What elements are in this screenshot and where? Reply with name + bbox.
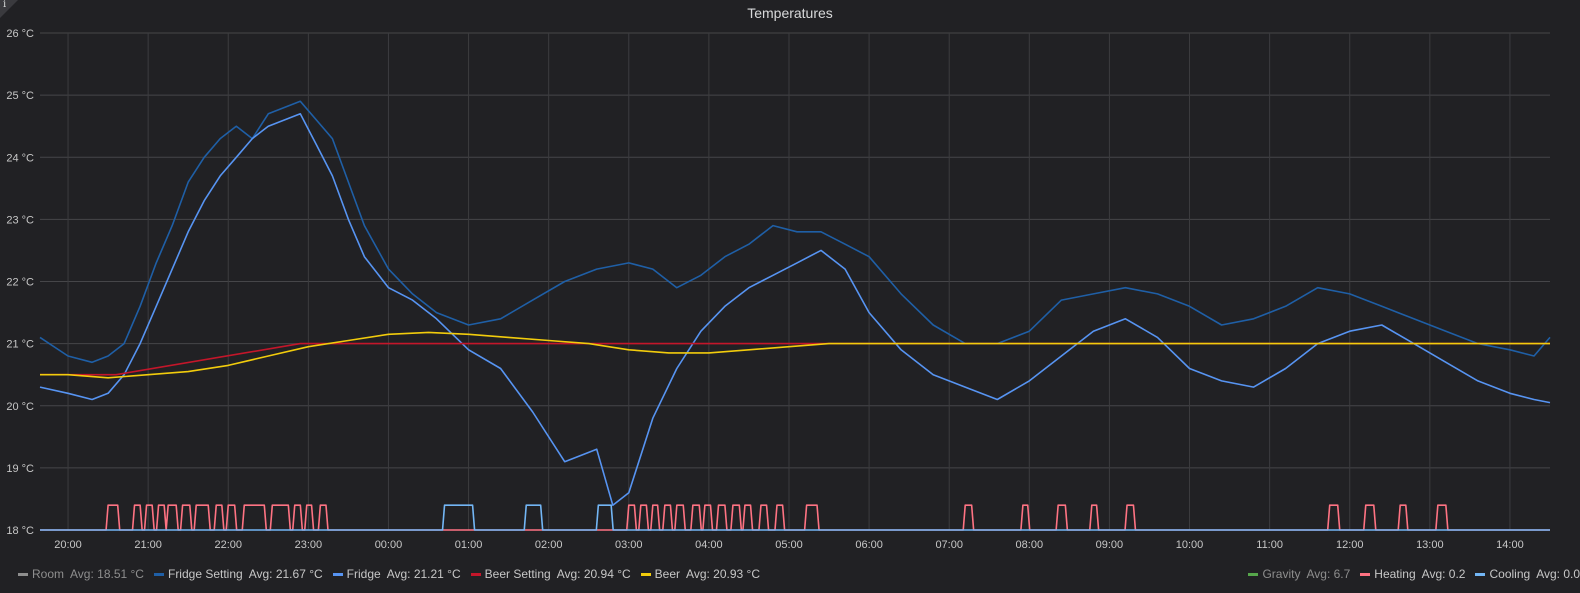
y-tick-label: 26 °C: [6, 28, 34, 40]
legend-item-beer[interactable]: Beer Avg: 20.93 °C: [640, 567, 760, 581]
legend-avg: Avg: 18.51 °C: [70, 567, 144, 581]
y-tick-label: 22 °C: [6, 277, 34, 289]
y-tick-label: 19 °C: [6, 463, 34, 475]
y-tick-label: 23 °C: [6, 214, 34, 226]
x-tick-label: 11:00: [1256, 539, 1283, 551]
legend-avg: Avg: 21.21 °C: [386, 567, 461, 581]
grid: [40, 32, 1550, 531]
legend-item-heating[interactable]: Heating Avg: 0.2: [1360, 567, 1465, 581]
x-tick-label: 07:00: [935, 539, 963, 551]
plot-area: 18 °C 19 °C 20 °C 21 °C 22 °C 23 °C 24 °C 25 °C…: [6, 28, 1551, 551]
legend-label[interactable]: Heating: [1374, 567, 1416, 581]
legend-swatch[interactable]: [640, 572, 651, 576]
legend-label[interactable]: Beer: [654, 567, 681, 581]
legend-avg: Avg: 6.7: [1306, 567, 1351, 581]
info-icon[interactable]: i: [3, 0, 7, 10]
x-tick-label: 10:00: [1176, 539, 1204, 551]
legend-item-fridge-setting[interactable]: Fridge Setting Avg: 21.67 °C: [153, 567, 323, 581]
y-tick-label: 18 °C: [6, 525, 34, 537]
x-tick-label: 04:00: [695, 539, 723, 551]
series-layer: [39, 100, 1551, 531]
series-line-beer: [40, 331, 1550, 379]
x-tick-label: 13:00: [1416, 539, 1444, 551]
legend-item-room[interactable]: Room Avg: 18.51 °C: [18, 567, 144, 581]
legend-avg: Avg: 20.94 °C: [556, 567, 631, 581]
x-tick-label: 09:00: [1096, 539, 1124, 551]
info-corner[interactable]: [0, 0, 18, 18]
legend-swatch[interactable]: [1248, 572, 1259, 576]
legend-label[interactable]: Beer Setting: [484, 567, 551, 581]
legend-swatch[interactable]: [153, 572, 164, 576]
x-tick-label: 05:00: [775, 539, 803, 551]
series-line-fridge: [39, 113, 1551, 506]
x-tick-label: 23:00: [295, 539, 323, 551]
legend-item-beer-setting[interactable]: Beer Setting Avg: 20.94 °C: [470, 567, 631, 581]
legend-avg: Avg: 0.2: [1421, 567, 1466, 581]
x-tick-label: 21:00: [134, 539, 162, 551]
legend-item-cooling[interactable]: Cooling Avg: 0.0: [1475, 567, 1580, 581]
legend-avg: Avg: 20.93 °C: [686, 567, 760, 581]
x-tick-label: 20:00: [54, 539, 82, 551]
x-tick-label: 03:00: [615, 539, 643, 551]
x-tick-label: 12:00: [1336, 539, 1364, 551]
legend-left: Room Avg: 18.51 °C Fridge Setting Avg: 21.6…: [18, 566, 770, 582]
y-tick-label: 20 °C: [6, 401, 34, 413]
x-axis: 20:00 21:00 22:00 23:00 00:00 01:00 02:00 03:00…: [54, 539, 1523, 551]
x-tick-label: 02:00: [535, 539, 563, 551]
legend-label[interactable]: Gravity: [1262, 567, 1301, 581]
series-line-beer-setting: [40, 342, 1550, 376]
legend-avg: Avg: 21.67 °C: [248, 567, 323, 581]
chart-title: Temperatures: [747, 5, 833, 21]
legend-item-gravity[interactable]: Gravity Avg: 6.7: [1248, 567, 1350, 581]
x-tick-label: 01:00: [455, 539, 483, 551]
y-tick-label: 21 °C: [6, 339, 34, 351]
legend-label[interactable]: Fridge Setting: [167, 567, 243, 581]
y-tick-label: 25 °C: [6, 90, 34, 102]
legend-label[interactable]: Room: [32, 567, 65, 581]
x-tick-label: 08:00: [1016, 539, 1044, 551]
x-tick-label: 06:00: [855, 539, 883, 551]
legend-swatch[interactable]: [332, 572, 343, 576]
y-axis: 18 °C 19 °C 20 °C 21 °C 22 °C 23 °C 24 °C 25 °C…: [6, 28, 34, 537]
legend-label[interactable]: Cooling: [1489, 567, 1531, 581]
x-tick-label: 00:00: [375, 539, 403, 551]
series-line-heating: [40, 504, 1550, 531]
x-tick-label: 22:00: [214, 539, 242, 551]
legend-item-fridge[interactable]: Fridge Avg: 21.21 °C: [332, 567, 461, 581]
legend-label[interactable]: Fridge: [346, 567, 381, 581]
y-tick-label: 24 °C: [6, 152, 34, 164]
legend-swatch[interactable]: [470, 572, 481, 576]
legend-swatch[interactable]: [1360, 572, 1371, 576]
legend-right: Gravity Avg: 6.7 Heating Avg: 0.2 Cooling Avg…: [1238, 566, 1580, 582]
series-line-cooling: [40, 504, 1550, 531]
series-line-fridge-setting: [39, 100, 1551, 364]
legend-avg: Avg: 0.0: [1536, 567, 1580, 581]
x-tick-label: 14:00: [1496, 539, 1524, 551]
legend-swatch[interactable]: [18, 572, 28, 576]
legend-swatch[interactable]: [1475, 572, 1486, 576]
